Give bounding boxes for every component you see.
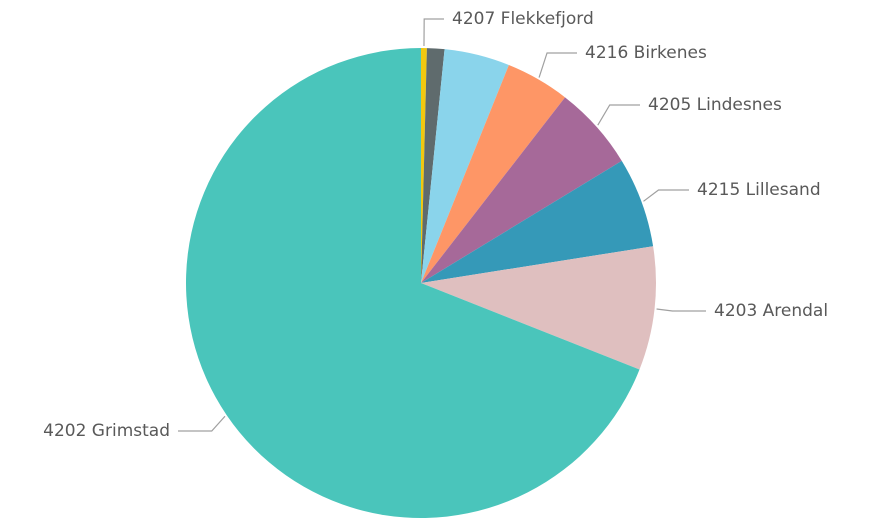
pie-slice (421, 48, 445, 283)
leader-line (597, 104, 640, 126)
pie-slice (421, 65, 566, 284)
leader-line (538, 52, 577, 78)
slice-label: 4205 Lindesnes (648, 95, 782, 115)
leader-line (178, 415, 226, 432)
slice-label: 4203 Arendal (714, 301, 828, 321)
pie-slice (186, 48, 640, 518)
slice-label: 4207 Flekkefjord (452, 9, 594, 29)
leader-line (656, 308, 706, 312)
leader-line (643, 189, 689, 202)
pie-slice (421, 97, 622, 284)
leader-line (423, 18, 444, 47)
slice-label: 4215 Lillesand (697, 180, 821, 200)
pie-slice (421, 160, 654, 283)
pie-slice (421, 246, 656, 370)
pie-slice (421, 49, 509, 284)
pie-slice (421, 48, 427, 283)
slice-label: 4216 Birkenes (585, 43, 707, 63)
slice-label: 4202 Grimstad (43, 421, 170, 441)
